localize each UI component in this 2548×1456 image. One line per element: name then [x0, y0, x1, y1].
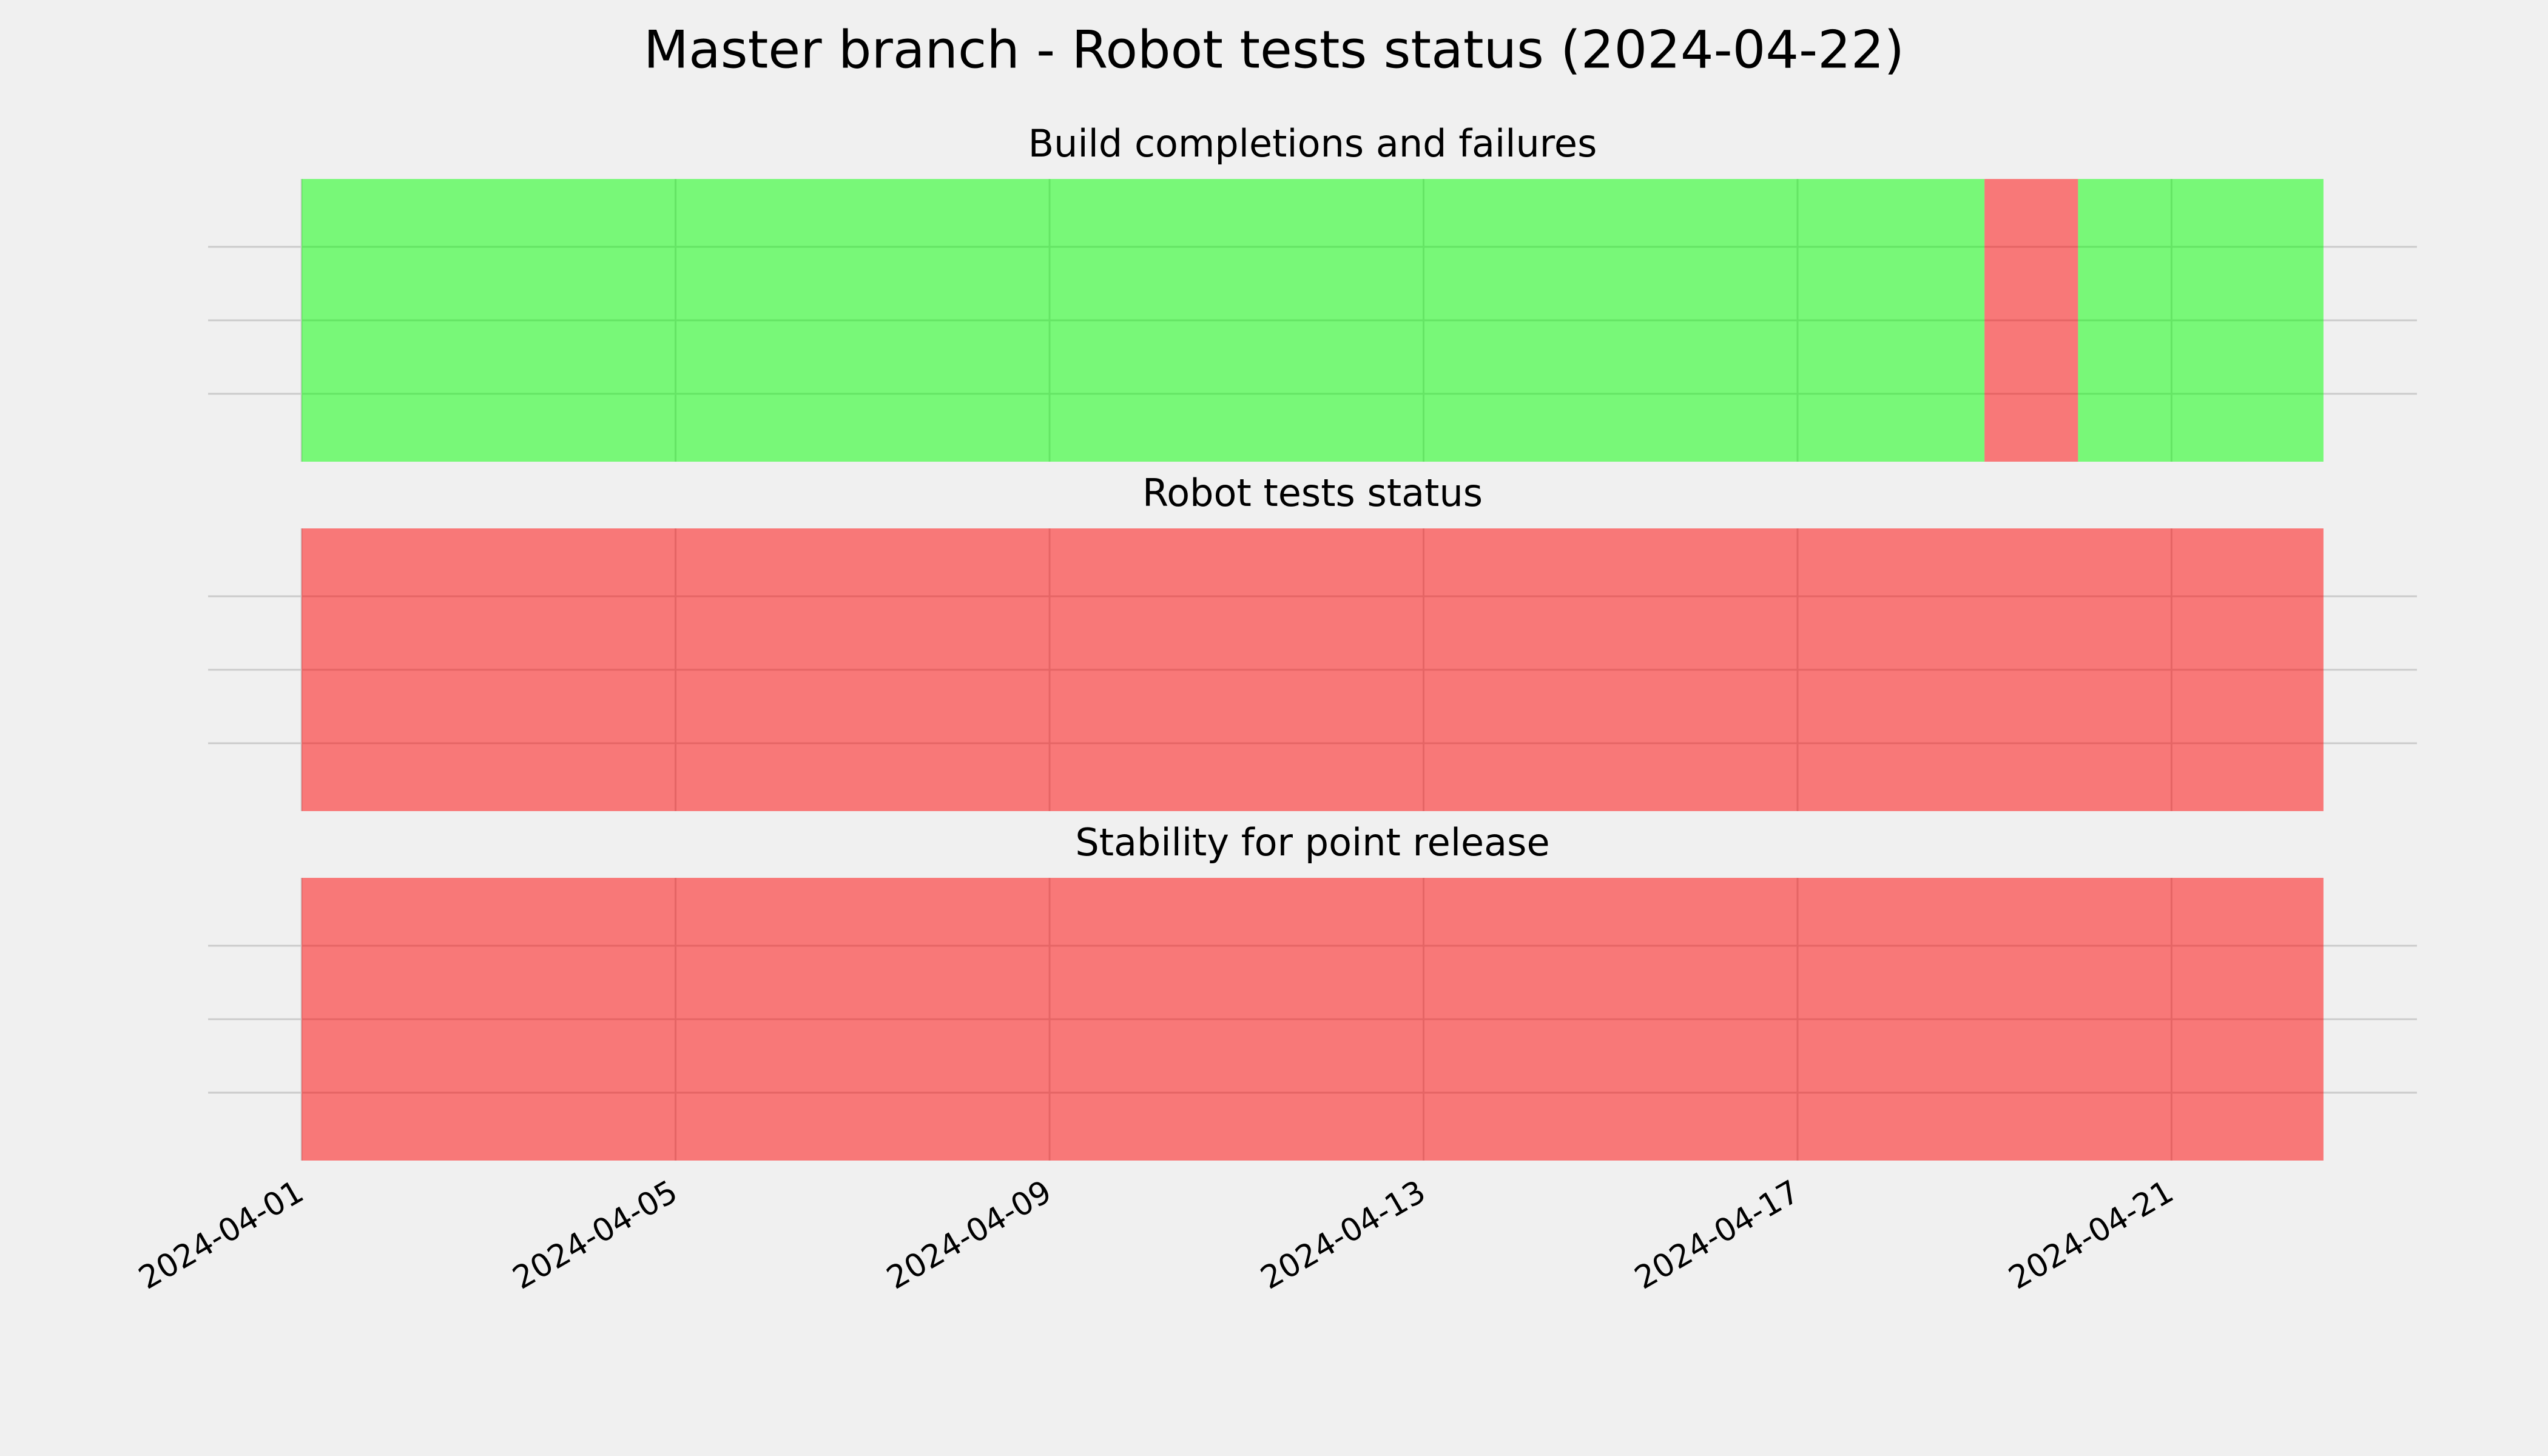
status-span	[302, 878, 2324, 1161]
subplot-title: Robot tests status	[1142, 471, 1483, 515]
status-span	[2078, 179, 2324, 462]
subplot-title: Build completions and failures	[1028, 121, 1597, 166]
status-span	[302, 528, 2324, 811]
status-span	[1984, 179, 2078, 462]
subplot-title: Stability for point release	[1075, 820, 1549, 864]
chart-title: Master branch - Robot tests status (2024…	[644, 19, 1904, 80]
status-span	[302, 179, 1985, 462]
